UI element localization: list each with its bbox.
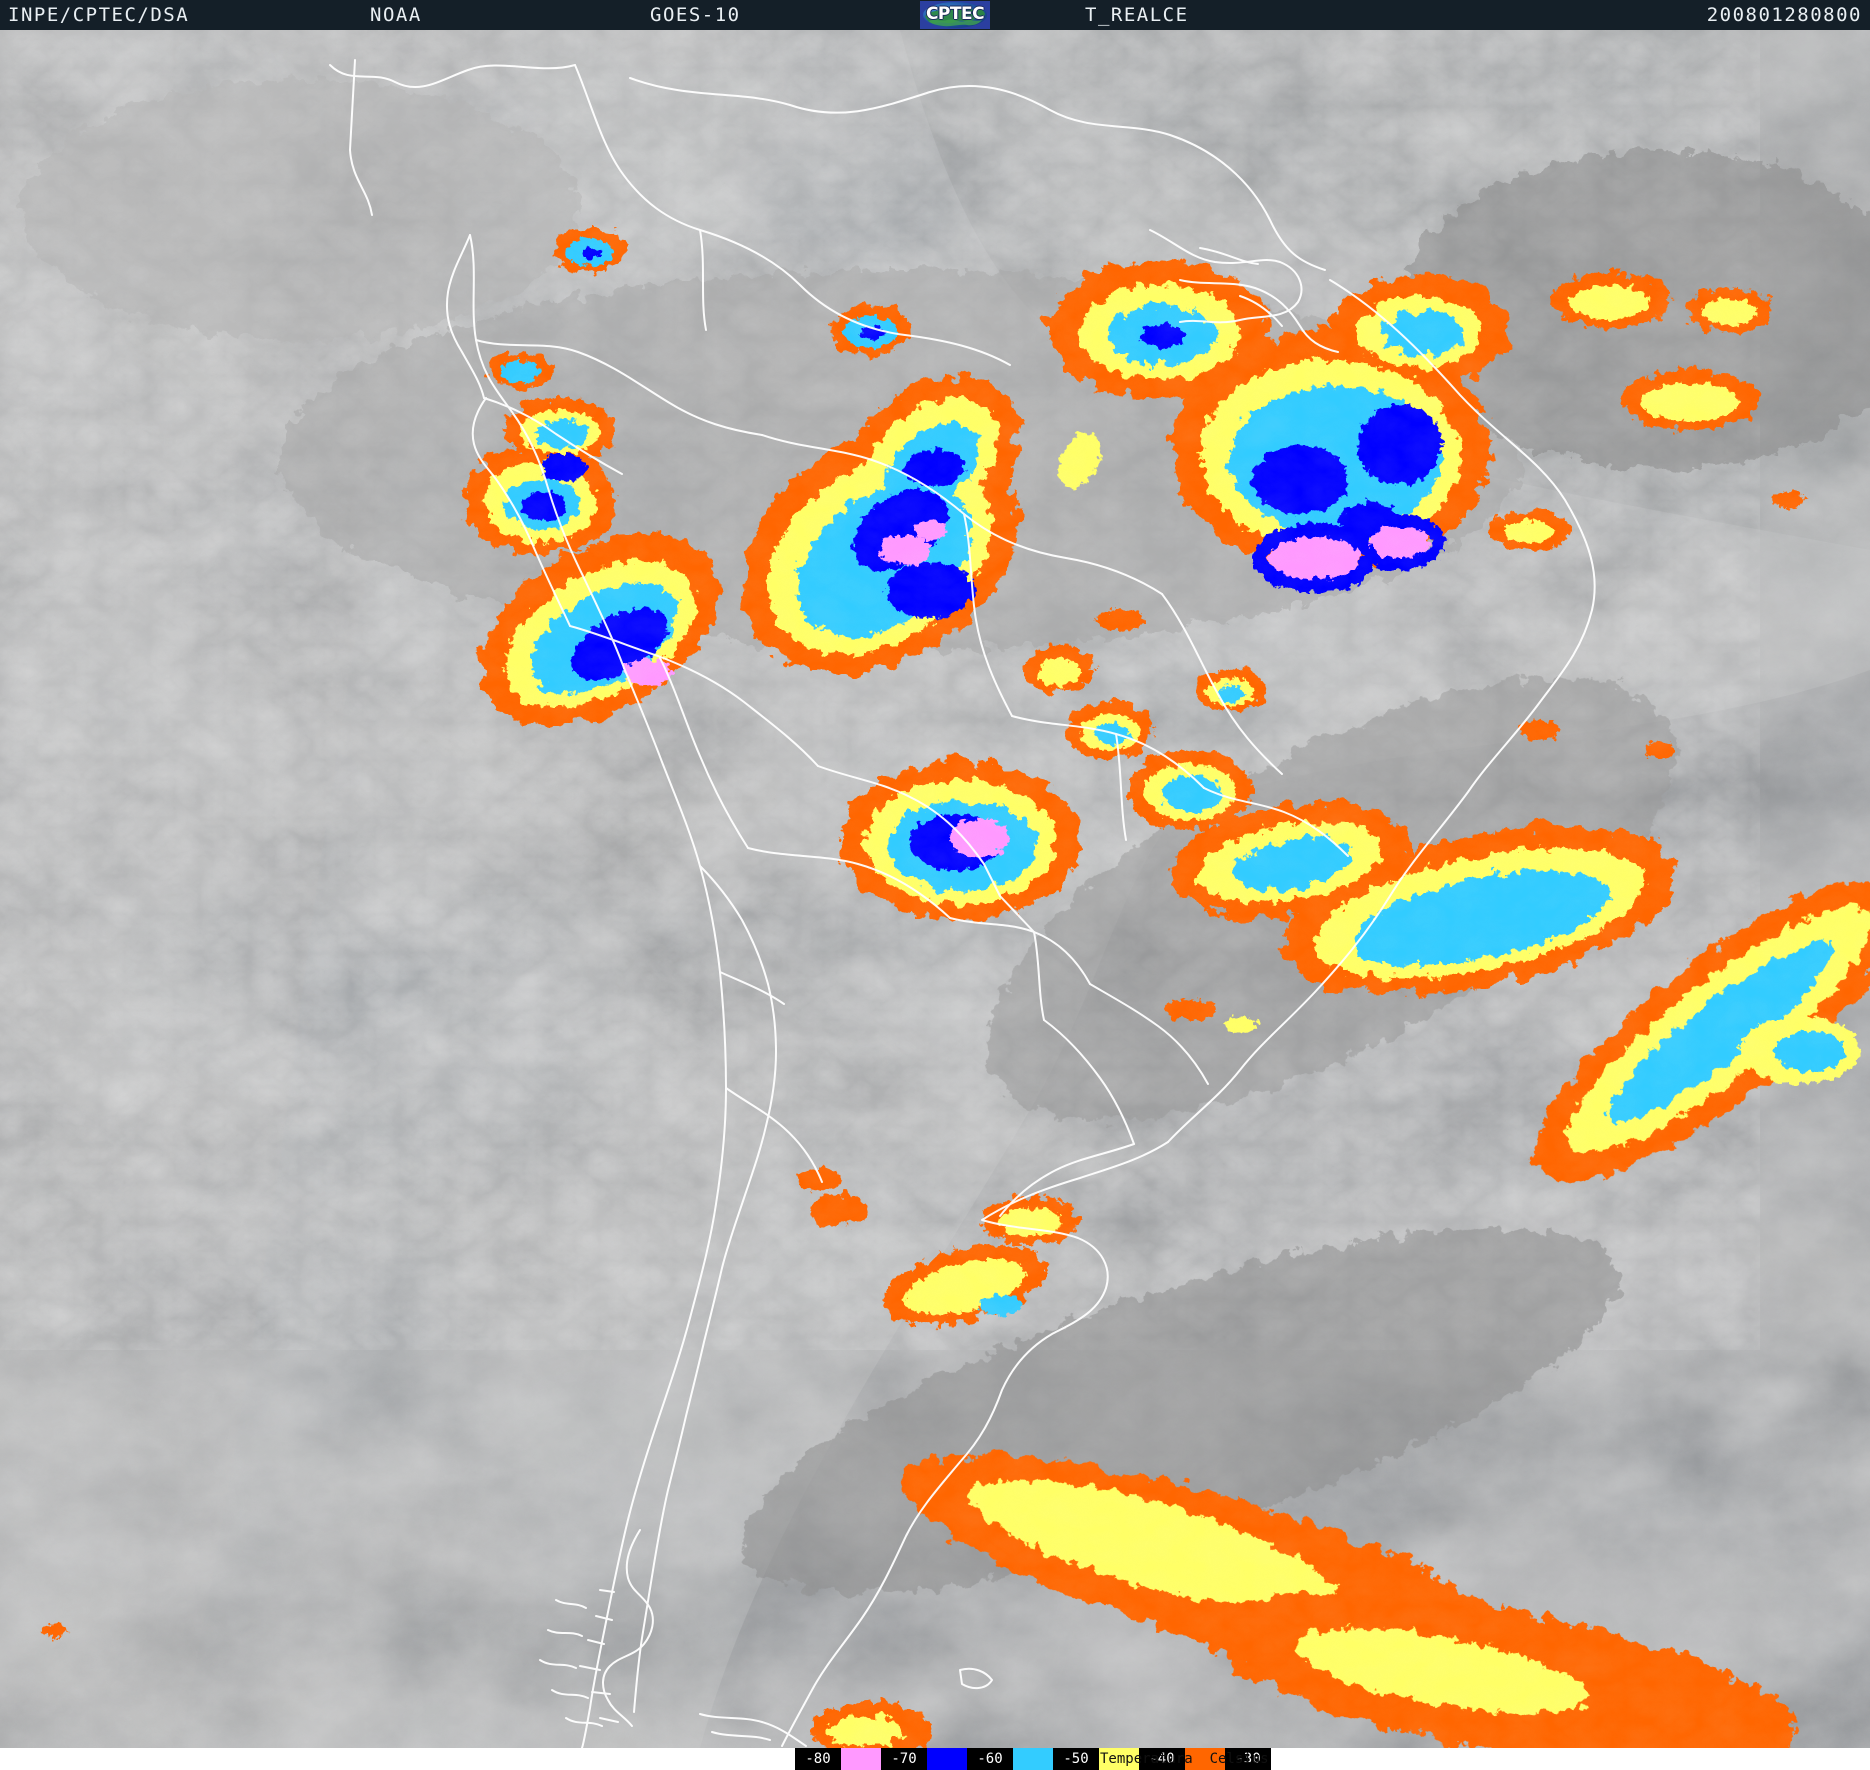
legend-swatch-blue — [927, 1748, 967, 1770]
cptec-logo: CPTEC — [920, 1, 990, 29]
satellite-image-canvas — [0, 30, 1870, 1748]
legend-caption: Temperatura Celsius — [1100, 1751, 1269, 1767]
legend-tick--80: -80 — [795, 1748, 841, 1770]
header-agency-label: INPE/CPTEC/DSA — [8, 4, 190, 26]
header-satellite-label: GOES-10 — [650, 4, 741, 26]
legend-swatch-yellow — [1099, 1748, 1139, 1770]
cptec-logo-text: CPTEC — [925, 4, 985, 24]
legend-swatch-cyan — [1013, 1748, 1053, 1770]
globe-icon — [923, 2, 987, 28]
header-timestamp: 200801280800 — [1706, 4, 1862, 26]
enhanced-ir-image — [0, 30, 1870, 1748]
header-product-label: T_REALCE — [1085, 4, 1189, 26]
legend-tick--40: -40 — [1139, 1748, 1185, 1770]
legend-swatch-violet — [841, 1748, 881, 1770]
legend-tick--30: -30 — [1225, 1748, 1271, 1770]
legend-color-strip: -80 -70 -60 -50 -40 -30 — [795, 1748, 1271, 1770]
legend-tick--60: -60 — [967, 1748, 1013, 1770]
color-legend-bar: -80 -70 -60 -50 -40 -30 Temperatura Cels… — [0, 1748, 1870, 1770]
legend-tick--50: -50 — [1053, 1748, 1099, 1770]
legend-swatch-orange — [1185, 1748, 1225, 1770]
legend-tick--70: -70 — [881, 1748, 927, 1770]
globe-landmass-icon — [925, 7, 985, 27]
image-header-bar: INPE/CPTEC/DSA NOAA GOES-10 CPTEC T_REAL… — [0, 0, 1870, 30]
header-source-label: NOAA — [370, 4, 422, 26]
